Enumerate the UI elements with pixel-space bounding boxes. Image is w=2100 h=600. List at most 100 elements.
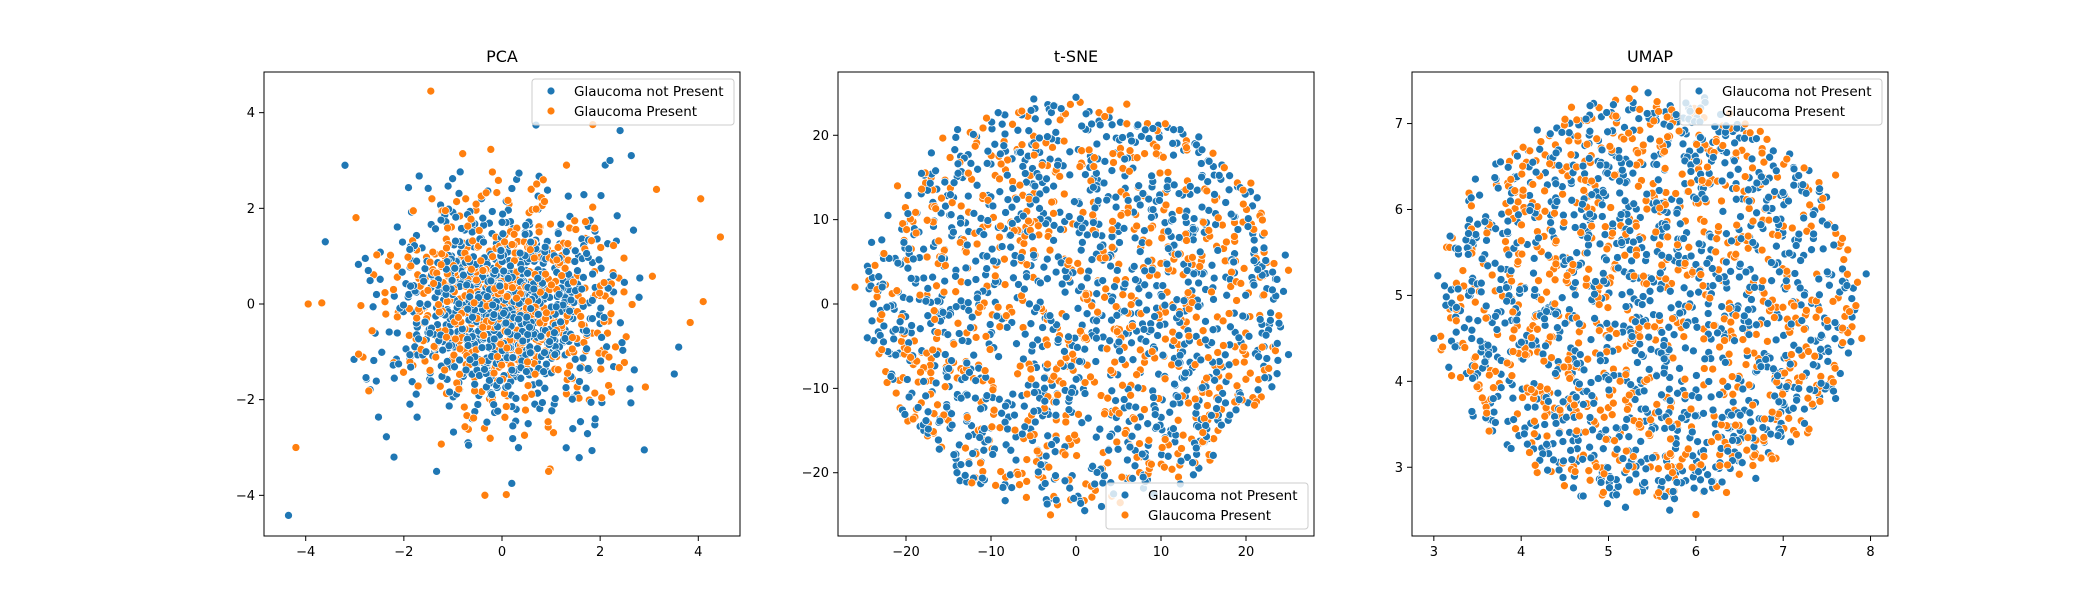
umap-point-present <box>1572 115 1582 125</box>
pca-point-not-present <box>354 260 363 269</box>
pca-point-not-present <box>523 268 532 278</box>
pca-point-not-present <box>507 479 517 488</box>
umap-point-not-present <box>1529 254 1539 263</box>
tsne-point-not-present <box>1066 361 1076 371</box>
umap-point-not-present <box>1585 442 1594 452</box>
pca-point-present <box>508 283 517 292</box>
umap-point-not-present <box>1624 432 1634 442</box>
umap-title: UMAP <box>1627 47 1673 66</box>
umap-point-present <box>1708 364 1718 374</box>
pca-point-present <box>460 422 470 432</box>
tsne-point-not-present <box>1262 354 1272 363</box>
umap-point-not-present <box>1591 277 1600 286</box>
tsne-point-present <box>1259 290 1269 300</box>
pca-point-not-present <box>478 213 488 223</box>
tsne-point-present <box>929 306 939 316</box>
pca-x-tick-label: 0 <box>498 545 506 560</box>
umap-point-not-present <box>1652 371 1661 381</box>
pca-point-present <box>412 313 422 323</box>
tsne-point-not-present <box>907 321 916 330</box>
tsne-point-not-present <box>904 244 914 254</box>
pca-point-present <box>481 188 491 198</box>
tsne-y-tick-label: −10 <box>802 382 829 397</box>
umap-point-not-present <box>1440 281 1449 291</box>
pca-point-not-present <box>513 331 522 341</box>
pca-point-present <box>577 320 587 329</box>
pca-point-present <box>587 236 596 246</box>
pca-point-not-present <box>566 295 576 305</box>
umap-point-not-present <box>1655 284 1665 294</box>
pca-point-present <box>485 433 495 443</box>
tsne-point-not-present <box>1197 172 1206 182</box>
tsne-point-not-present <box>1174 331 1184 340</box>
tsne-point-present <box>1081 333 1090 343</box>
tsne-point-not-present <box>917 169 926 178</box>
pca-point-present <box>604 352 614 362</box>
pca-point-not-present <box>489 334 499 344</box>
tsne-point-not-present <box>1162 259 1172 269</box>
tsne-point-present <box>1195 262 1205 271</box>
pca-y-tick-label: 0 <box>247 298 255 313</box>
umap-point-present <box>1536 137 1546 146</box>
tsne-point-present <box>1033 221 1043 231</box>
tsne-point-not-present <box>976 404 986 414</box>
umap-point-present <box>1742 346 1752 356</box>
pca-point-not-present <box>634 292 644 302</box>
pca-point-not-present <box>406 362 416 372</box>
umap-point-present <box>1646 415 1655 425</box>
pca-point-not-present <box>389 452 399 462</box>
tsne-point-present <box>1182 143 1191 153</box>
tsne-point-not-present <box>1130 461 1140 471</box>
pca-point-present <box>652 185 661 194</box>
umap-point-present <box>1642 204 1652 214</box>
tsne-point-not-present <box>1280 250 1290 260</box>
umap-point-present <box>1652 400 1662 409</box>
tsne-point-present <box>872 292 882 302</box>
tsne-point-present <box>1274 311 1284 320</box>
umap-point-present <box>1623 405 1632 414</box>
pca-point-not-present <box>320 237 330 247</box>
umap-point-not-present <box>1559 456 1568 466</box>
tsne-point-not-present <box>1144 290 1154 300</box>
umap-point-not-present <box>1746 417 1756 427</box>
tsne-point-not-present <box>951 302 961 312</box>
tsne-point-not-present <box>953 125 962 134</box>
tsne-point-not-present <box>1087 255 1097 264</box>
umap-point-present <box>1718 141 1728 150</box>
pca-point-present <box>563 368 572 378</box>
tsne-point-not-present <box>966 323 975 332</box>
tsne-point-not-present <box>1030 114 1040 124</box>
umap-point-not-present <box>1703 309 1713 318</box>
tsne-point-not-present <box>997 119 1007 129</box>
umap-point-present <box>1456 373 1465 382</box>
tsne-point-not-present <box>990 139 1000 149</box>
tsne-point-present <box>1022 493 1031 502</box>
umap-point-not-present <box>1615 188 1625 198</box>
umap-point-present <box>1638 140 1648 150</box>
tsne-point-present <box>1271 346 1280 356</box>
tsne-point-present <box>1204 226 1214 235</box>
umap-point-present <box>1831 170 1840 180</box>
tsne-point-not-present <box>1006 242 1016 252</box>
tsne-point-not-present <box>1051 128 1061 137</box>
tsne-point-not-present <box>1135 247 1145 256</box>
pca-point-not-present <box>518 336 528 346</box>
tsne-point-not-present <box>1016 148 1025 157</box>
pca-point-present <box>435 381 445 391</box>
tsne-point-not-present <box>1065 147 1075 157</box>
tsne-point-not-present <box>1174 358 1183 368</box>
tsne-point-not-present <box>903 263 913 273</box>
tsne-point-not-present <box>1075 357 1084 366</box>
tsne-point-not-present <box>1056 225 1065 234</box>
pca-point-not-present <box>582 249 591 258</box>
tsne-x-axis: −20 −10 0 10 20 <box>892 536 1254 560</box>
tsne-point-not-present <box>1030 388 1039 397</box>
umap-point-present <box>1675 461 1685 471</box>
tsne-point-not-present <box>1194 278 1203 288</box>
tsne-point-not-present <box>1118 133 1127 142</box>
tsne-point-present <box>1100 253 1110 263</box>
tsne-point-present <box>1056 358 1065 368</box>
tsne-point-not-present <box>903 209 913 218</box>
tsne-point-not-present <box>1028 340 1037 350</box>
pca-point-present <box>494 176 503 185</box>
